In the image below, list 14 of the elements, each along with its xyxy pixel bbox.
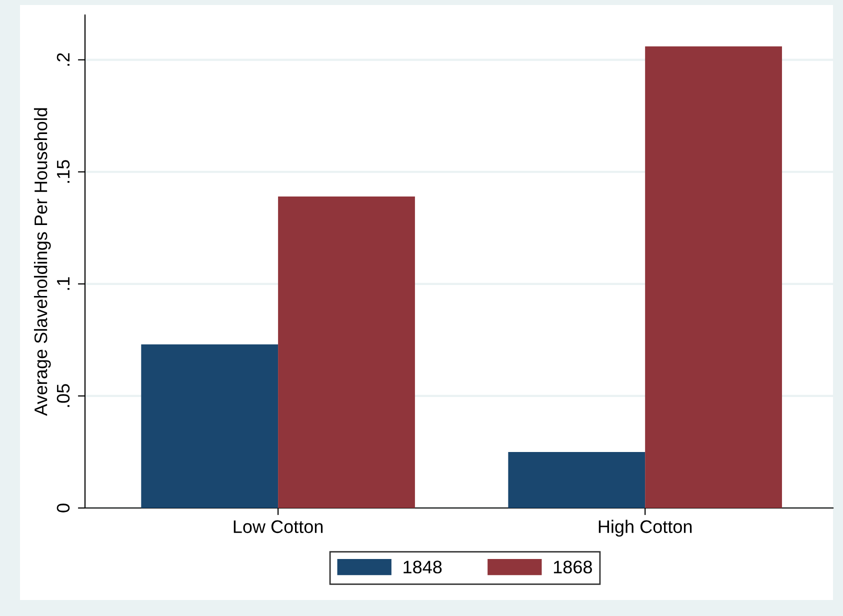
y-tick-label: .15 <box>57 160 70 183</box>
y-axis-title: Average Slaveholdings Per Household <box>34 108 51 416</box>
x-tick-label: High Cotton <box>598 520 692 537</box>
bar <box>141 344 278 508</box>
x-tick-label: Low Cotton <box>234 520 323 534</box>
y-tick-label: .2 <box>56 53 70 66</box>
legend-label: 1868 <box>554 560 592 574</box>
bar <box>508 452 646 508</box>
y-tick-label: .05 <box>56 384 70 407</box>
y-tick-label: 0 <box>56 504 70 512</box>
y-tick-label: .1 <box>57 277 70 290</box>
legend-label: 1848 <box>404 560 442 574</box>
bar <box>278 196 415 508</box>
bar <box>645 46 782 508</box>
